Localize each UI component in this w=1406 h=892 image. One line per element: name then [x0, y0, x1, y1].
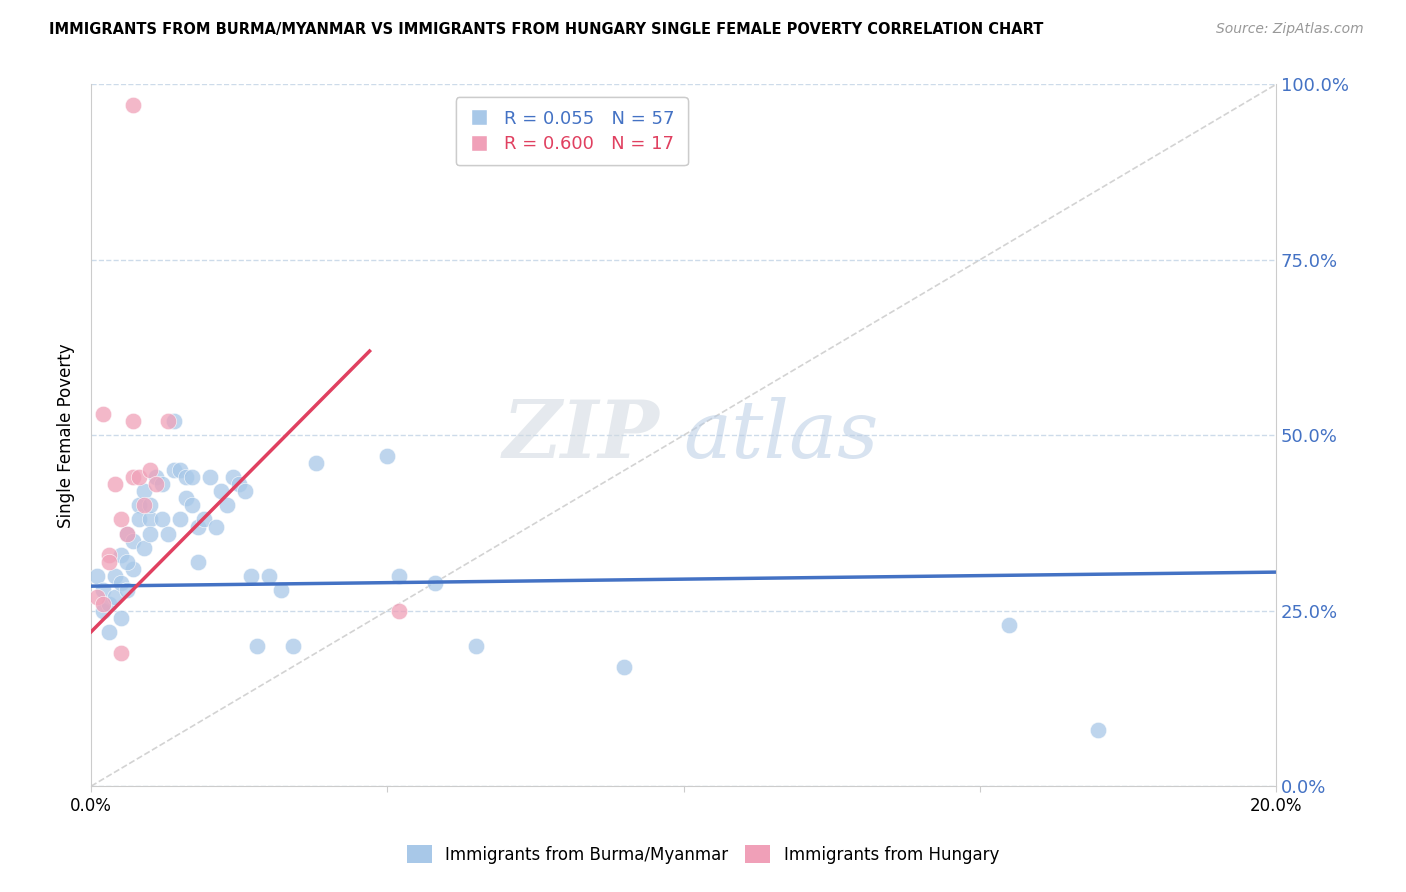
- Point: [115, 555, 138, 569]
- Point: [998, 617, 1021, 632]
- Point: [104, 477, 127, 491]
- Point: [139, 526, 162, 541]
- Point: [110, 611, 132, 625]
- Point: [110, 646, 132, 660]
- Point: [91, 407, 114, 421]
- Point: [115, 526, 138, 541]
- Point: [211, 484, 233, 499]
- Point: [217, 499, 239, 513]
- Point: [187, 555, 209, 569]
- Point: [174, 491, 197, 506]
- Point: [1087, 723, 1109, 737]
- Point: [110, 548, 132, 562]
- Point: [305, 456, 328, 470]
- Point: [86, 568, 108, 582]
- Point: [465, 639, 488, 653]
- Point: [91, 582, 114, 597]
- Point: [91, 604, 114, 618]
- Point: [157, 414, 180, 428]
- Point: [121, 414, 143, 428]
- Point: [180, 470, 202, 484]
- Text: atlas: atlas: [683, 397, 879, 474]
- Point: [270, 582, 292, 597]
- Point: [115, 526, 138, 541]
- Text: Source: ZipAtlas.com: Source: ZipAtlas.com: [1216, 22, 1364, 37]
- Point: [193, 512, 215, 526]
- Point: [139, 512, 162, 526]
- Point: [139, 463, 162, 477]
- Point: [110, 575, 132, 590]
- Point: [163, 414, 186, 428]
- Point: [128, 470, 150, 484]
- Point: [97, 548, 120, 562]
- Point: [377, 450, 399, 464]
- Point: [257, 568, 280, 582]
- Point: [233, 484, 256, 499]
- Legend: Immigrants from Burma/Myanmar, Immigrants from Hungary: Immigrants from Burma/Myanmar, Immigrant…: [401, 838, 1005, 871]
- Y-axis label: Single Female Poverty: Single Female Poverty: [58, 343, 75, 527]
- Point: [91, 597, 114, 611]
- Legend: R = 0.055   N = 57, R = 0.600   N = 17: R = 0.055 N = 57, R = 0.600 N = 17: [456, 97, 688, 166]
- Point: [613, 660, 636, 674]
- Point: [121, 470, 143, 484]
- Point: [204, 519, 226, 533]
- Point: [145, 477, 167, 491]
- Point: [145, 470, 167, 484]
- Point: [104, 568, 127, 582]
- Point: [388, 604, 411, 618]
- Text: IMMIGRANTS FROM BURMA/MYANMAR VS IMMIGRANTS FROM HUNGARY SINGLE FEMALE POVERTY C: IMMIGRANTS FROM BURMA/MYANMAR VS IMMIGRA…: [49, 22, 1043, 37]
- Point: [86, 590, 108, 604]
- Point: [104, 590, 127, 604]
- Point: [180, 499, 202, 513]
- Point: [246, 639, 269, 653]
- Point: [423, 575, 446, 590]
- Point: [134, 541, 156, 555]
- Point: [169, 512, 191, 526]
- Point: [97, 624, 120, 639]
- Text: ZIP: ZIP: [503, 397, 659, 474]
- Point: [240, 568, 263, 582]
- Point: [163, 463, 186, 477]
- Point: [115, 582, 138, 597]
- Point: [121, 98, 143, 112]
- Point: [169, 463, 191, 477]
- Point: [134, 484, 156, 499]
- Point: [150, 512, 173, 526]
- Point: [187, 519, 209, 533]
- Point: [281, 639, 304, 653]
- Point: [228, 477, 250, 491]
- Point: [157, 526, 180, 541]
- Point: [198, 470, 221, 484]
- Point: [128, 512, 150, 526]
- Point: [97, 597, 120, 611]
- Point: [222, 470, 245, 484]
- Point: [128, 499, 150, 513]
- Point: [121, 561, 143, 575]
- Point: [110, 512, 132, 526]
- Point: [174, 470, 197, 484]
- Point: [388, 568, 411, 582]
- Point: [150, 477, 173, 491]
- Point: [121, 533, 143, 548]
- Point: [134, 499, 156, 513]
- Point: [139, 499, 162, 513]
- Point: [97, 555, 120, 569]
